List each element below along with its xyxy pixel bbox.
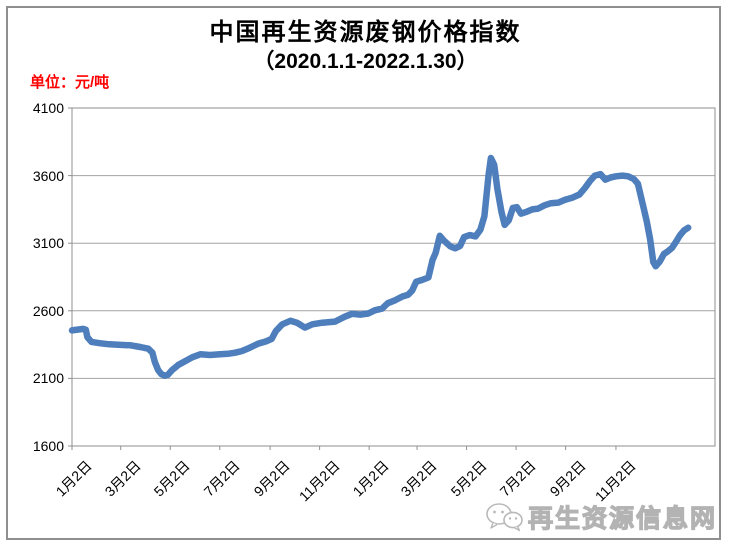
y-tick-label: 4100 xyxy=(32,100,64,116)
unit-label: 单位：元/吨 xyxy=(30,74,110,91)
outer-frame xyxy=(6,6,721,540)
chart-subtitle: （2020.1.1-2022.1.30） xyxy=(253,50,478,73)
y-tick-label: 3600 xyxy=(32,167,64,184)
y-tick-label: 1600 xyxy=(32,438,64,454)
tick-marks xyxy=(68,107,617,450)
y-tick-label: 2100 xyxy=(32,370,64,387)
plot-border xyxy=(71,107,716,447)
wechat-icon xyxy=(486,503,523,532)
chart-title: 中国再生资源废钢价格指数 xyxy=(209,19,522,46)
watermark: 再生资源信息网 xyxy=(484,499,717,535)
y-tick-label: 2600 xyxy=(32,302,64,319)
title-block: 中国再生资源废钢价格指数 （2020.1.1-2022.1.30） xyxy=(0,18,731,76)
watermark-text: 再生资源信息网 xyxy=(527,504,717,533)
grid-lines xyxy=(72,107,715,447)
price-series-line xyxy=(68,154,692,379)
y-tick-label: 3100 xyxy=(32,235,64,252)
